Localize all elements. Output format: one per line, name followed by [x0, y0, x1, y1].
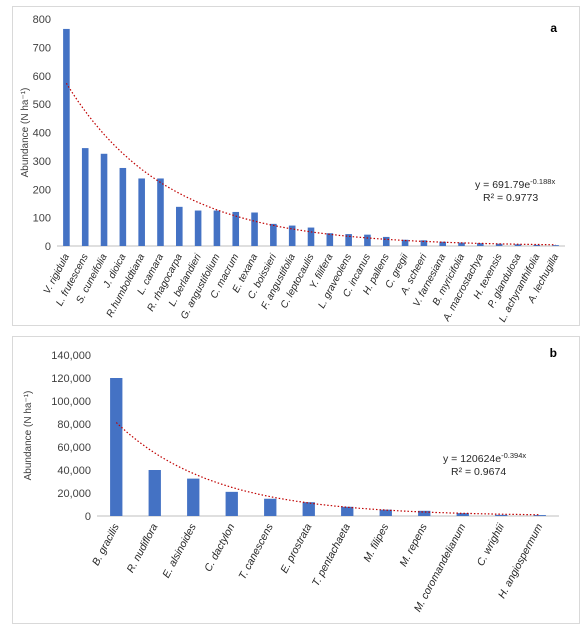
x-category-label: E. prostrata: [278, 522, 314, 576]
bar: [63, 28, 70, 247]
bar: [187, 478, 200, 516]
bar: [119, 167, 127, 246]
y-tick-label: 100,000: [51, 396, 91, 408]
bar: [264, 498, 277, 516]
bar: [81, 148, 89, 246]
y-tick-label: 140,000: [51, 350, 91, 362]
y-tick-label: 600: [33, 71, 51, 83]
r-squared: R² = 0.9674: [451, 466, 506, 478]
x-category-label: T. pentachaeta: [310, 522, 353, 589]
y-tick-label: 20,000: [57, 488, 91, 500]
y-tick-label: 60,000: [57, 442, 91, 454]
bar: [533, 244, 541, 246]
bar: [364, 234, 371, 246]
bar: [514, 244, 522, 246]
bar: [194, 210, 202, 246]
bar: [302, 502, 315, 516]
bar: [307, 227, 315, 246]
x-category-label: R. nudiflora: [125, 522, 161, 575]
x-category-label: M. repens: [397, 521, 430, 569]
bar: [232, 211, 240, 246]
y-tick-label: 100: [33, 213, 51, 225]
chart-panel-a: a 0 100 200 300 400 500 600 700 800 Abundance (N h…: [12, 6, 580, 326]
bar: [148, 470, 161, 516]
bar: [288, 225, 296, 246]
bar: [270, 223, 277, 246]
chart-panel-b: b 0 20,000 40,000 60,000 80,000 100,000 120,000…: [12, 336, 580, 624]
bar: [552, 245, 559, 246]
chart-b-svg: b 0 20,000 40,000 60,000 80,000 100,000 120,000…: [23, 346, 559, 614]
y-tick-label: 500: [33, 99, 51, 111]
y-tick-label: 400: [33, 128, 51, 140]
x-category-label: E. alsinoides: [160, 521, 199, 580]
y-tick-label: 0: [45, 241, 51, 253]
bar: [225, 491, 238, 516]
y-tick-label: 120,000: [51, 373, 91, 385]
trend-equation-exponent: -0.188x: [530, 177, 555, 186]
trendline: [115, 422, 540, 516]
bar: [110, 378, 123, 516]
bar: [439, 241, 446, 246]
bar: [157, 178, 164, 246]
bar: [379, 509, 392, 516]
bar: [100, 153, 108, 246]
bar: [213, 210, 221, 246]
bar: [345, 234, 352, 246]
x-category-label: C. dactylon: [202, 522, 237, 574]
trend-equation-exponent: -0.394x: [501, 451, 526, 460]
bar: [495, 514, 508, 516]
bar: [420, 240, 428, 246]
bar: [382, 236, 390, 246]
bar: [477, 243, 484, 246]
bar: [401, 239, 409, 246]
y-tick-label: 800: [33, 14, 51, 26]
bar: [533, 515, 546, 516]
y-tick-label: 40,000: [57, 465, 91, 477]
bar: [176, 206, 183, 246]
panel-label: a: [550, 21, 557, 35]
y-tick-label: 300: [33, 156, 51, 168]
chart-a-svg: a 0 100 200 300 400 500 600 700 800 Abundance (N h…: [20, 14, 565, 324]
trend-equation: y = 120624e-0.394x: [443, 451, 526, 465]
x-category-label: B. gracilis: [90, 521, 122, 567]
bar: [251, 212, 258, 246]
trend-equation: y = 691.79e-0.188x: [475, 177, 555, 191]
bar: [495, 243, 503, 246]
x-category-label: T. canescens: [236, 521, 276, 582]
r-squared: R² = 0.9773: [483, 192, 538, 204]
y-tick-label: 200: [33, 184, 51, 196]
x-category-label: M. filipes: [361, 521, 391, 564]
bar: [458, 242, 465, 246]
y-axis-title: Abundance (N ha⁻¹): [20, 88, 31, 178]
bar: [418, 510, 431, 516]
y-tick-label: 80,000: [57, 419, 91, 431]
y-tick-label: 700: [33, 42, 51, 54]
y-axis-title: Abundance (N ha⁻¹): [23, 391, 34, 481]
bar: [341, 506, 354, 516]
bar: [326, 233, 334, 246]
y-tick-label: 0: [85, 511, 91, 523]
bar: [138, 178, 145, 246]
bar: [456, 513, 469, 516]
trendline: [65, 82, 556, 246]
x-category-label: C. wrightii: [475, 521, 508, 568]
panel-label: b: [550, 346, 557, 360]
